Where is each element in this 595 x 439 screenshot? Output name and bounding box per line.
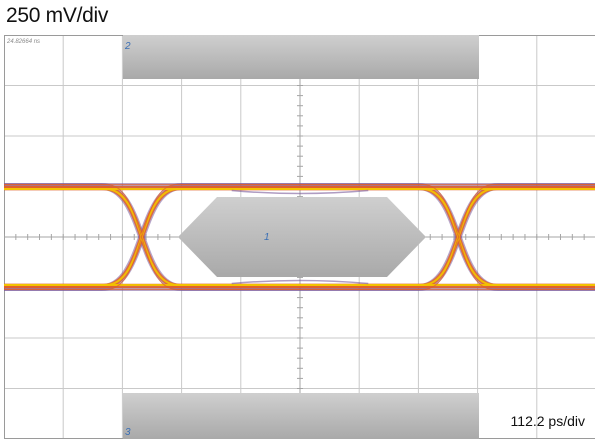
mask-center: [178, 197, 426, 277]
masks: [123, 35, 479, 439]
mask-bottom: [123, 393, 479, 439]
mask-label-top: 2: [124, 41, 131, 52]
eye-diagram-svg: 24.82664 ns 2 1 3: [4, 35, 595, 439]
eye-diagram-plot: 24.82664 ns 2 1 3: [4, 35, 595, 439]
eye-traces: [4, 183, 595, 291]
horizontal-scale-label: 112.2 ps/div: [510, 413, 585, 429]
mask-label-center: 1: [264, 232, 270, 243]
vertical-scale-label: 250 mV/div: [6, 4, 109, 27]
eye-trace-ripple: [231, 189, 369, 195]
timestamp-label: 24.82664 ns: [6, 39, 40, 45]
mask-top: [123, 35, 479, 79]
eye-trace-ripple: [231, 279, 369, 285]
mask-label-bottom: 3: [125, 427, 131, 438]
